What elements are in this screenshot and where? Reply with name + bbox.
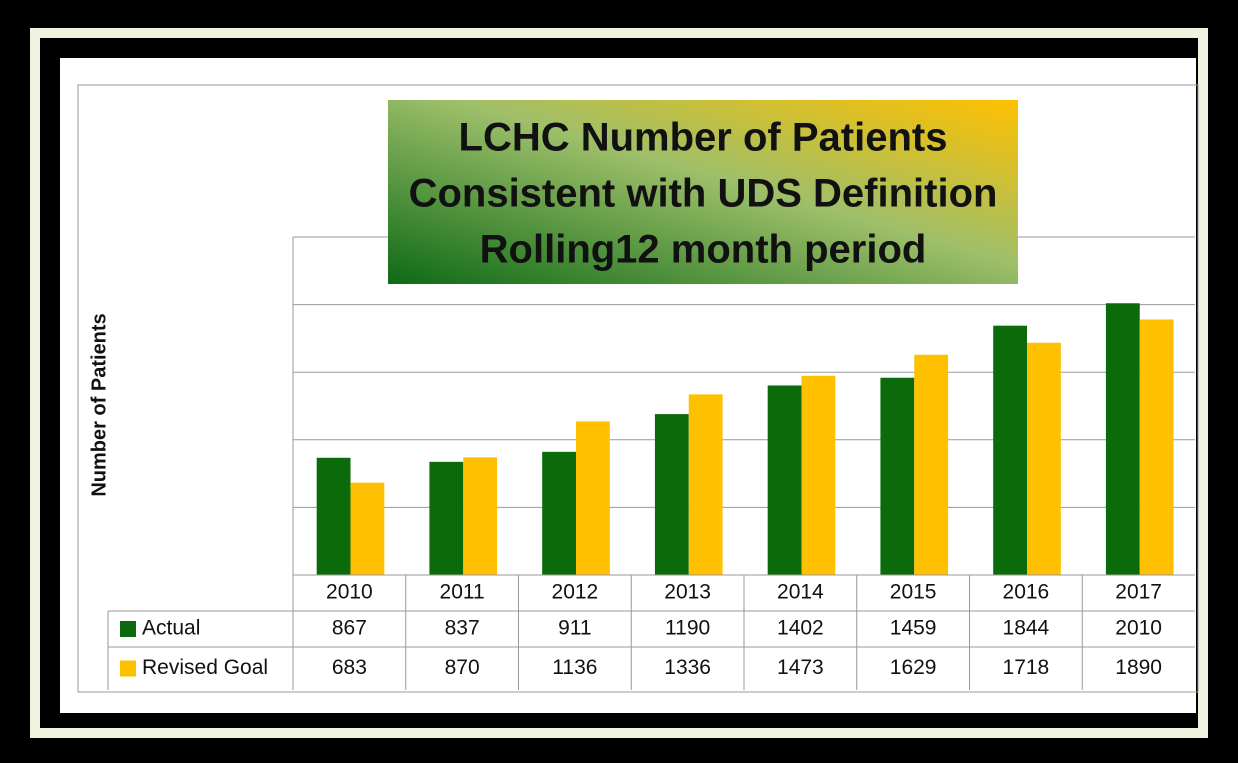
bar bbox=[316, 457, 351, 575]
data-value: 1890 bbox=[1115, 656, 1162, 679]
bar bbox=[880, 377, 915, 575]
data-value: 1844 bbox=[1003, 617, 1050, 640]
data-value: 837 bbox=[445, 617, 480, 640]
data-value: 1718 bbox=[1003, 656, 1050, 679]
data-value: 867 bbox=[332, 617, 367, 640]
x-tick-label: 2016 bbox=[1003, 581, 1050, 604]
data-value: 1473 bbox=[777, 656, 824, 679]
data-value: 1459 bbox=[890, 617, 937, 640]
title-box bbox=[388, 100, 1018, 284]
chart-title: LCHC Number of Patients bbox=[459, 116, 948, 160]
bar bbox=[542, 451, 577, 575]
x-tick-label: 2011 bbox=[440, 581, 485, 604]
chart-title: Rolling12 month period bbox=[480, 228, 927, 272]
data-value: 911 bbox=[558, 617, 591, 640]
bar bbox=[688, 394, 723, 575]
x-tick-label: 2014 bbox=[777, 581, 824, 604]
legend-label: Revised Goal bbox=[142, 656, 268, 679]
bar bbox=[350, 482, 385, 575]
bar bbox=[801, 375, 836, 575]
data-value: 2010 bbox=[1115, 617, 1162, 640]
data-value: 1402 bbox=[777, 617, 824, 640]
legend-marker bbox=[120, 621, 136, 637]
bar bbox=[463, 457, 498, 575]
x-tick-label: 2010 bbox=[326, 581, 373, 604]
chart-title: Consistent with UDS Definition bbox=[409, 172, 998, 216]
x-tick-label: 2012 bbox=[552, 581, 599, 604]
data-value: 870 bbox=[445, 656, 480, 679]
bar bbox=[576, 421, 610, 575]
chart-border bbox=[77, 84, 1199, 693]
x-tick-label: 2013 bbox=[664, 581, 711, 604]
bar bbox=[1027, 342, 1061, 575]
x-tick-label: 2015 bbox=[890, 581, 937, 604]
bar bbox=[1139, 319, 1174, 575]
bar bbox=[767, 385, 802, 575]
bar bbox=[654, 414, 689, 575]
data-value: 1629 bbox=[890, 656, 937, 679]
data-value: 683 bbox=[332, 656, 367, 679]
bar bbox=[1105, 303, 1140, 575]
bar bbox=[914, 354, 949, 575]
data-value: 1136 bbox=[552, 656, 597, 679]
data-value: 1336 bbox=[664, 656, 711, 679]
bar bbox=[993, 325, 1028, 575]
data-value: 1190 bbox=[665, 617, 710, 640]
legend-label: Actual bbox=[142, 617, 200, 640]
y-axis-label: Number of Patients bbox=[88, 313, 110, 496]
legend-marker bbox=[120, 660, 136, 677]
bar bbox=[429, 461, 464, 575]
x-tick-label: 2017 bbox=[1115, 581, 1162, 604]
